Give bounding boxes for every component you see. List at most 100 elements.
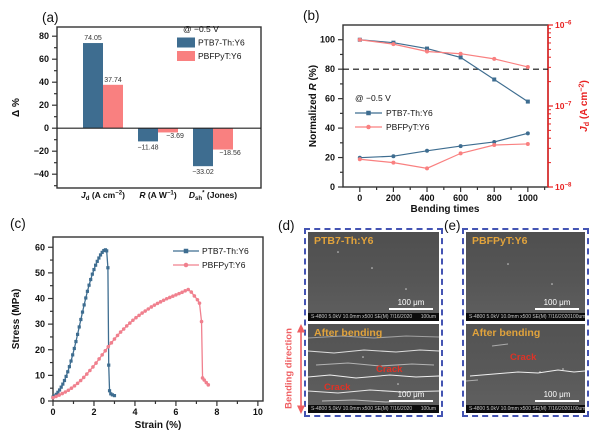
svg-text:600: 600: [453, 193, 468, 203]
svg-text:PBFPyT:Y6: PBFPyT:Y6: [198, 51, 242, 61]
svg-text:20: 20: [39, 100, 49, 110]
sem-metadata-scale: 100um: [420, 406, 436, 412]
svg-text:Strain (%): Strain (%): [135, 420, 182, 431]
sem-image-ptb7-pristine: PTB7-Th:Y6 100 μm S-4800 5.0kV 10.0mm x5…: [308, 232, 439, 321]
sem-metadata-text: S-4800 5.0kV 10.0mm x500 SE(M) 7/16/2020: [311, 314, 413, 320]
scale-bar: 100 μm: [389, 298, 433, 310]
svg-text:@ −0.5 V: @ −0.5 V: [183, 24, 219, 34]
svg-text:0: 0: [44, 123, 49, 133]
sem-metadata-strip: S-4800 5.0kV 10.0mm x500 SE(M) 7/16/2020…: [308, 313, 439, 321]
axes: −40 −20 0 20 40 60 80 Δ %: [11, 26, 262, 189]
sem-metadata-text: S-4800 5.0kV 10.0mm x500 SE(M) 7/16/2020: [469, 406, 571, 412]
svg-text:40: 40: [39, 77, 49, 87]
legend: @ −0.5 V PTB7-Th:Y6 PBFPyT:Y6: [355, 93, 433, 132]
sem-metadata-strip: S-4800 5.0kV 10.0mm x500 SE(M) 7/16/2020…: [466, 313, 585, 321]
svg-text:30: 30: [35, 319, 45, 329]
sem-metadata-strip: S-4800 5.0kV 10.0mm x500 SE(M) 7/16/2020…: [308, 405, 439, 413]
panel-a-letter: (a): [42, 10, 59, 25]
scale-bar: 100 μm: [535, 297, 579, 310]
crack-annotation: Crack: [376, 364, 403, 375]
sem-image-pbfpyt-after-bending: After bending Crack 100 μm S-4800 5.0kV …: [466, 324, 585, 413]
svg-text:−18.56: −18.56: [219, 150, 241, 157]
svg-text:100: 100: [320, 35, 335, 45]
line-chart-stress-strain: 0 10 20 30 40 50 60 0 2 4 6 8 10 Strain (%) Stress (MP…: [11, 236, 264, 431]
sem-sample-label: PTB7-Th:Y6: [314, 235, 374, 247]
bar-series-PBFPyT:Y6: 37.74 −3.69 −18.56: [103, 77, 241, 157]
scale-bar-label: 100 μm: [543, 389, 571, 399]
svg-text:@ −0.5 V: @ −0.5 V: [355, 93, 391, 103]
svg-text:10: 10: [35, 370, 45, 380]
legend: @ −0.5 V PTB7-Th:Y6 PBFPyT:Y6: [177, 24, 245, 61]
svg-text:200: 200: [386, 193, 401, 203]
svg-text:10: 10: [253, 407, 263, 417]
panel-b-letter: (b): [303, 8, 320, 23]
bar-series-PTB7-Th:Y6: 74.05 −11.48 −33.02: [83, 35, 214, 176]
svg-text:Δ %: Δ %: [11, 98, 22, 117]
bar-chart-parameter-change: −40 −20 0 20 40 60 80 Δ % 74.05 −11.48 −33.02 37.74…: [11, 24, 262, 200]
series-PBFPyT:Y6 Jd: [357, 141, 530, 171]
scale-bar: 100 μm: [535, 389, 579, 402]
sem-texture-layer: [337, 251, 407, 290]
svg-text:20: 20: [325, 153, 335, 163]
svg-text:74.05: 74.05: [84, 35, 102, 42]
crack-annotation: Crack: [510, 352, 537, 363]
sem-condition-label: After bending: [314, 327, 383, 339]
svg-text:−20: −20: [34, 146, 49, 156]
svg-text:Normalized R (%): Normalized R (%): [308, 65, 319, 147]
sem-metadata-scale: 100um: [570, 314, 585, 320]
sem-metadata-scale: 100um: [420, 314, 436, 320]
svg-text:37.74: 37.74: [104, 77, 122, 84]
svg-text:Bending times: Bending times: [411, 204, 480, 215]
axes: 0 10 20 30 40 50 60 0 2 4 6 8 10 Strain (%) Stress (MP…: [11, 236, 264, 431]
svg-text:Jd (A cm−2): Jd (A cm−2): [577, 80, 592, 132]
panel-c-letter: (c): [10, 216, 26, 231]
svg-text:R (A W−1): R (A W−1): [139, 190, 177, 200]
svg-text:−3.69: −3.69: [166, 133, 184, 140]
svg-text:−33.02: −33.02: [192, 169, 214, 176]
svg-text:80: 80: [39, 31, 49, 41]
scale-bar-line: [389, 307, 433, 310]
svg-text:PTB7-Th:Y6: PTB7-Th:Y6: [198, 38, 245, 48]
sem-metadata-strip: S-4800 5.0kV 10.0mm x500 SE(M) 7/16/2020…: [466, 405, 585, 413]
panel-d-letter: (d): [278, 218, 295, 233]
svg-text:10−7: 10−7: [555, 101, 572, 111]
svg-text:800: 800: [487, 193, 502, 203]
svg-text:−11.48: −11.48: [137, 144, 158, 151]
svg-text:6: 6: [173, 407, 178, 417]
sem-metadata-scale: 100um: [570, 406, 585, 412]
double-arrow-icon: [297, 324, 305, 414]
sem-crack-layer: [308, 335, 439, 403]
panel-e-letter: (e): [444, 218, 461, 233]
sem-image-ptb7-after-bending: After bending Crack Crack 100 μm S-4800 …: [308, 324, 439, 413]
svg-text:60: 60: [39, 54, 49, 64]
svg-text:0: 0: [50, 407, 55, 417]
bending-direction-label: Bending direction: [283, 328, 295, 409]
sem-crack-layer: [466, 343, 585, 382]
legend: PTB7-Th:Y6 PBFPyT:Y6: [173, 246, 249, 270]
svg-text:50: 50: [35, 268, 45, 278]
svg-text:1000: 1000: [518, 193, 538, 203]
bending-direction-annotation: Bending direction: [282, 323, 308, 415]
svg-text:400: 400: [420, 193, 435, 203]
scale-bar-label: 100 μm: [543, 297, 571, 307]
svg-text:−40: −40: [34, 169, 49, 179]
sem-image-pbfpyt-pristine: PBFPyT:Y6 100 μm S-4800 5.0kV 10.0mm x50…: [466, 232, 585, 321]
svg-text:60: 60: [325, 94, 335, 104]
svg-text:40: 40: [325, 123, 335, 133]
svg-text:20: 20: [35, 345, 45, 355]
svg-text:60: 60: [35, 242, 45, 252]
svg-text:2: 2: [91, 407, 96, 417]
right-axis: 10−6 10−7 10−8 Jd (A cm−2): [547, 20, 592, 192]
series-PBFPyT:Y6: [51, 287, 211, 400]
svg-text:Stress (MPa): Stress (MPa): [11, 289, 22, 350]
series-PTB7-Th:Y6 Jd: [357, 131, 530, 160]
series-PBFPyT:Y6: [357, 37, 530, 69]
svg-text:0: 0: [357, 193, 362, 203]
crack-annotation: Crack: [324, 382, 351, 393]
sem-metadata-text: S-4800 5.0kV 10.0mm x500 SE(M) 7/16/2020: [469, 314, 571, 320]
sem-texture-layer: [507, 263, 553, 285]
sem-panel-pbfpyt: PBFPyT:Y6 100 μm S-4800 5.0kV 10.0mm x50…: [462, 228, 589, 417]
sem-panel-ptb7: PTB7-Th:Y6 100 μm S-4800 5.0kV 10.0mm x5…: [304, 228, 443, 417]
